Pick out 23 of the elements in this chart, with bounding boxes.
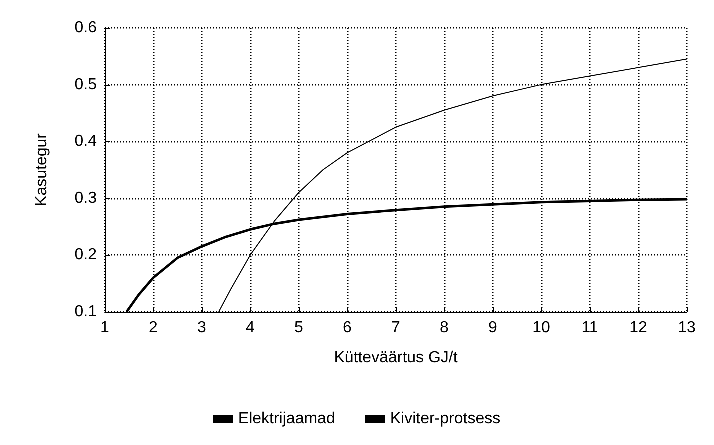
y-tick-label: 0.2 (74, 246, 98, 264)
x-tick-label: 1 (100, 320, 110, 336)
y-tick-label: 0.1 (74, 304, 98, 320)
x-tick-label: 7 (392, 320, 401, 336)
x-tick-label: 10 (532, 320, 550, 336)
y-tick-label: 0.5 (74, 76, 98, 94)
y-tick-label: 0.3 (74, 190, 98, 207)
y-tick-label: 0.6 (74, 20, 98, 36)
x-axis-title: Kütteväärtus GJ/t (334, 350, 458, 366)
x-tick-label: 5 (294, 320, 304, 336)
x-tick-label: 6 (343, 320, 352, 336)
x-tick-label: 13 (678, 320, 696, 336)
x-tick-label: 11 (582, 320, 598, 336)
x-tick-label: 2 (149, 320, 158, 336)
legend-label: Kiviter-protsess (390, 410, 501, 428)
x-tick-label: 4 (246, 320, 256, 336)
x-tick-label: 8 (440, 320, 450, 336)
y-tick-label: 0.4 (74, 133, 98, 150)
x-tick-label: 12 (630, 320, 648, 336)
x-tick-label: 3 (198, 320, 207, 336)
x-tick-label: 9 (488, 320, 498, 336)
legend-label: Elektrijaamad (238, 410, 336, 428)
y-axis-title: Kasutegur (34, 132, 50, 206)
